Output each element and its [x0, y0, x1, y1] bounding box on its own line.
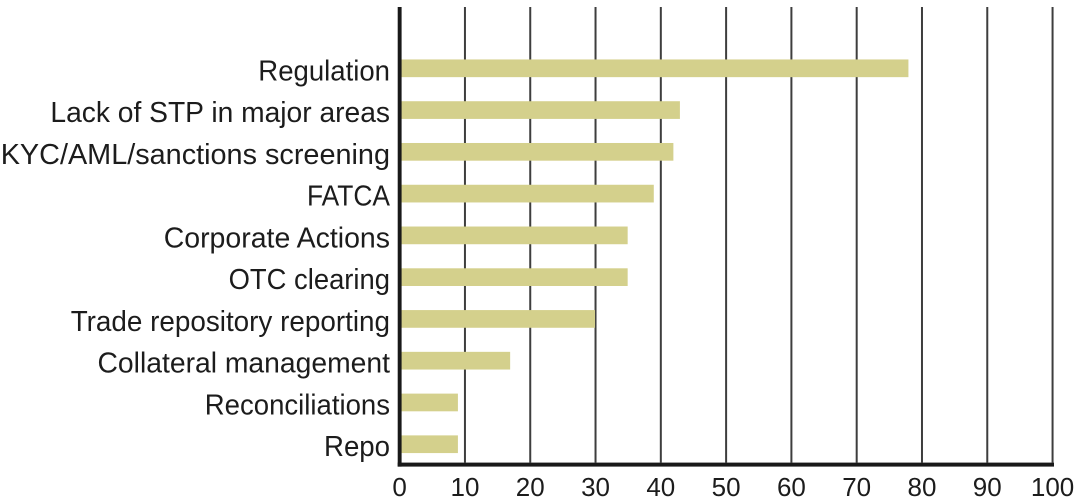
svg-text:Lack of STP in major areas: Lack of STP in major areas — [50, 97, 390, 129]
svg-text:FATCA: FATCA — [307, 181, 391, 213]
svg-text:100: 100 — [1031, 472, 1074, 502]
svg-text:Collateral management: Collateral management — [98, 348, 391, 380]
svg-text:70: 70 — [842, 472, 871, 502]
svg-text:OTC clearing: OTC clearing — [229, 264, 390, 296]
svg-text:30: 30 — [581, 472, 610, 502]
svg-text:40: 40 — [646, 472, 675, 502]
svg-text:0: 0 — [392, 472, 406, 502]
svg-text:Reconciliations: Reconciliations — [205, 389, 390, 421]
svg-text:80: 80 — [908, 472, 937, 502]
svg-text:20: 20 — [516, 472, 545, 502]
svg-text:Corporate Actions: Corporate Actions — [164, 222, 390, 254]
svg-text:60: 60 — [777, 472, 806, 502]
svg-text:Trade repository reporting: Trade repository reporting — [71, 306, 390, 338]
svg-text:KYC/AML/sanctions screening: KYC/AML/sanctions screening — [1, 139, 390, 171]
svg-text:90: 90 — [973, 472, 1002, 502]
svg-text:Repo: Repo — [324, 431, 390, 463]
svg-text:50: 50 — [712, 472, 741, 502]
svg-text:Regulation: Regulation — [258, 55, 390, 87]
svg-text:10: 10 — [450, 472, 479, 502]
